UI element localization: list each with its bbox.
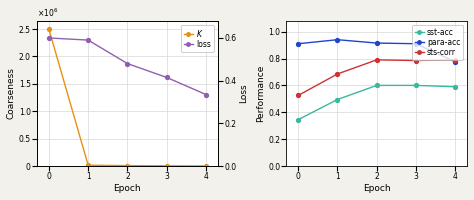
sst-acc <box>335 98 340 101</box>
sts-corr <box>452 59 458 61</box>
loss <box>125 62 130 65</box>
sst-acc <box>413 84 419 87</box>
loss <box>203 93 209 96</box>
para-acc <box>452 61 458 63</box>
loss <box>164 76 170 79</box>
X-axis label: Epoch: Epoch <box>363 184 391 193</box>
para-acc <box>374 42 380 44</box>
Line: sst-acc: sst-acc <box>296 83 457 122</box>
$K$ <box>164 165 170 167</box>
Y-axis label: Performance: Performance <box>256 65 265 122</box>
X-axis label: Epoch: Epoch <box>114 184 141 193</box>
Text: $\times 10^{6}$: $\times 10^{6}$ <box>37 7 58 19</box>
Line: loss: loss <box>47 36 208 96</box>
para-acc <box>413 43 419 45</box>
Line: para-acc: para-acc <box>296 38 457 64</box>
loss <box>46 37 52 39</box>
$K$ <box>46 28 52 30</box>
loss <box>85 39 91 41</box>
sts-corr <box>413 59 419 62</box>
Y-axis label: Coarseness: Coarseness <box>7 68 16 119</box>
Line: sts-corr: sts-corr <box>296 58 457 97</box>
sst-acc <box>452 86 458 88</box>
$K$ <box>125 164 130 167</box>
Y-axis label: Loss: Loss <box>239 84 248 103</box>
sts-corr <box>335 73 340 75</box>
Line: $K$: $K$ <box>47 27 208 168</box>
Legend: sst-acc, para-acc, sts-corr: sst-acc, para-acc, sts-corr <box>411 25 463 60</box>
sst-acc <box>374 84 380 87</box>
sts-corr <box>374 59 380 61</box>
Legend: $K$, loss: $K$, loss <box>181 25 214 52</box>
para-acc <box>295 43 301 45</box>
$K$ <box>203 165 209 167</box>
sst-acc <box>295 118 301 121</box>
sts-corr <box>295 94 301 97</box>
para-acc <box>335 38 340 41</box>
$K$ <box>85 164 91 166</box>
